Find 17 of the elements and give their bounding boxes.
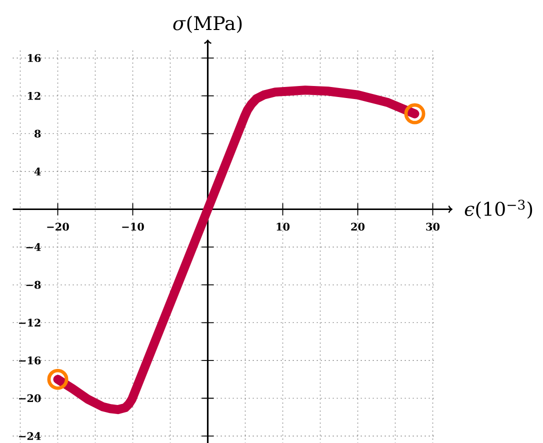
y-tick-label: 16 <box>28 54 41 62</box>
x-tick-label: 20 <box>351 222 365 231</box>
y-tick-label: 12 <box>28 92 40 100</box>
x-tick-label: −20 <box>47 222 69 231</box>
y-tick-label: −12 <box>19 318 40 327</box>
y-tick-label: 8 <box>34 130 41 138</box>
x-tick-label: 10 <box>276 222 290 231</box>
x-tick-label: −10 <box>122 222 144 231</box>
y-tick-label: 4 <box>34 168 41 176</box>
y-tick-label: −4 <box>26 243 41 251</box>
x-axis-title: ϵ(10$^{−3}$) <box>464 200 532 219</box>
y-tick-label: −16 <box>19 356 41 364</box>
y-axis-title: σ(MPa) <box>173 16 242 33</box>
y-tick-label: −8 <box>26 280 41 289</box>
y-tick-label: −24 <box>19 432 41 440</box>
x-tick-label: 30 <box>426 222 440 231</box>
y-tick-label: −20 <box>19 394 41 402</box>
